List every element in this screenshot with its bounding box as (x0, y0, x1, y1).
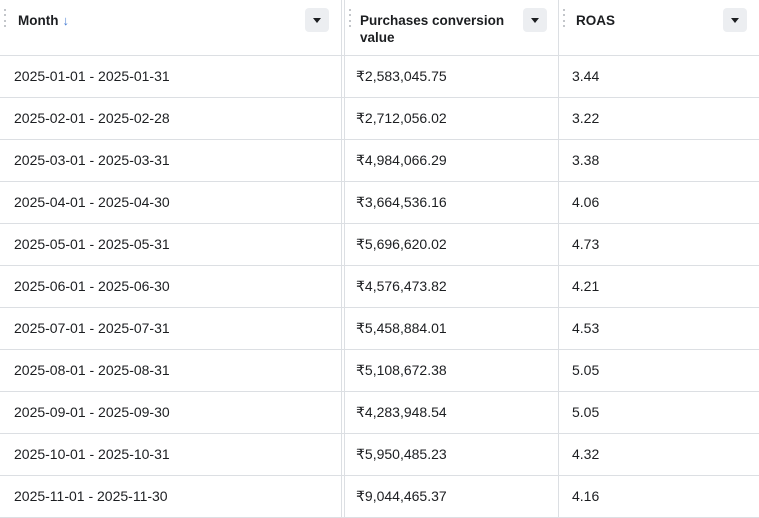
table-row[interactable]: 2025-03-01 - 2025-03-31 ₹4,984,066.29 3.… (0, 140, 759, 182)
cell-purchases-conversion-value: ₹5,108,672.38 (356, 362, 447, 378)
cell-month: 2025-08-01 - 2025-08-31 (14, 362, 170, 378)
cell-purchases-conversion-value: ₹2,583,045.75 (356, 68, 447, 84)
table-row[interactable]: 2025-10-01 - 2025-10-31 ₹5,950,485.23 4.… (0, 434, 759, 476)
sort-descending-icon[interactable]: ↓ (62, 13, 69, 28)
table-row[interactable]: 2025-02-01 - 2025-02-28 ₹2,712,056.02 3.… (0, 98, 759, 140)
cell-month: 2025-02-01 - 2025-02-28 (14, 110, 170, 126)
cell-month: 2025-04-01 - 2025-04-30 (14, 194, 170, 210)
column-header-label: Month (18, 13, 59, 28)
cell-month: 2025-06-01 - 2025-06-30 (14, 278, 170, 294)
cell-month: 2025-11-01 - 2025-11-30 (14, 488, 168, 504)
cell-purchases-conversion-value: ₹4,283,948.54 (356, 404, 447, 420)
cell-roas: 4.32 (572, 446, 600, 462)
column-divider (344, 0, 345, 518)
cell-roas: 4.21 (572, 278, 600, 294)
column-header-label: Purchases conversion value (360, 13, 505, 45)
table-row[interactable]: 2025-01-01 - 2025-01-31 ₹2,583,045.75 3.… (0, 56, 759, 98)
table-row[interactable]: 2025-11-01 - 2025-11-30 ₹9,044,465.37 4.… (0, 476, 759, 518)
cell-month: 2025-05-01 - 2025-05-31 (14, 236, 170, 252)
cell-roas: 3.22 (572, 110, 600, 126)
cell-purchases-conversion-value: ₹5,950,485.23 (356, 446, 447, 462)
table-row[interactable]: 2025-05-01 - 2025-05-31 ₹5,696,620.02 4.… (0, 224, 759, 266)
cell-roas: 3.38 (572, 152, 600, 168)
cell-roas: 4.06 (572, 194, 600, 210)
cell-purchases-conversion-value: ₹9,044,465.37 (356, 488, 447, 504)
cell-roas: 4.16 (572, 488, 600, 504)
cell-purchases-conversion-value: ₹4,576,473.82 (356, 278, 447, 294)
column-divider (341, 0, 342, 518)
column-header-purchases-conversion-value[interactable]: Purchases conversion value (345, 0, 558, 55)
cell-purchases-conversion-value: ₹2,712,056.02 (356, 110, 447, 126)
cell-month: 2025-01-01 - 2025-01-31 (14, 68, 170, 84)
column-resize-handle[interactable] (348, 9, 352, 27)
cell-month: 2025-10-01 - 2025-10-31 (14, 446, 170, 462)
column-menu-dropdown[interactable] (523, 8, 547, 32)
column-header-label: ROAS (576, 13, 616, 28)
cell-roas: 5.05 (572, 362, 600, 378)
column-menu-dropdown[interactable] (723, 8, 747, 32)
cell-month: 2025-03-01 - 2025-03-31 (14, 152, 170, 168)
cell-roas: 3.44 (572, 68, 600, 84)
table-row[interactable]: 2025-07-01 - 2025-07-31 ₹5,458,884.01 4.… (0, 308, 759, 350)
column-resize-handle[interactable] (562, 9, 566, 27)
cell-purchases-conversion-value: ₹3,664,536.16 (356, 194, 447, 210)
column-resize-handle[interactable] (3, 9, 7, 27)
cell-month: 2025-07-01 - 2025-07-31 (14, 320, 170, 336)
table-row[interactable]: 2025-04-01 - 2025-04-30 ₹3,664,536.16 4.… (0, 182, 759, 224)
column-header-month[interactable]: Month ↓ (0, 0, 342, 55)
column-divider (558, 0, 559, 518)
cell-purchases-conversion-value: ₹4,984,066.29 (356, 152, 447, 168)
cell-roas: 4.53 (572, 320, 600, 336)
column-header-roas[interactable]: ROAS (559, 0, 759, 55)
table-header: Month ↓ Purchases conversion value ROAS (0, 0, 759, 56)
cell-purchases-conversion-value: ₹5,696,620.02 (356, 236, 447, 252)
column-menu-dropdown[interactable] (305, 8, 329, 32)
cell-roas: 4.73 (572, 236, 600, 252)
cell-purchases-conversion-value: ₹5,458,884.01 (356, 320, 447, 336)
table-row[interactable]: 2025-06-01 - 2025-06-30 ₹4,576,473.82 4.… (0, 266, 759, 308)
table-row[interactable]: 2025-08-01 - 2025-08-31 ₹5,108,672.38 5.… (0, 350, 759, 392)
cell-month: 2025-09-01 - 2025-09-30 (14, 404, 170, 420)
table-row[interactable]: 2025-09-01 - 2025-09-30 ₹4,283,948.54 5.… (0, 392, 759, 434)
cell-roas: 5.05 (572, 404, 600, 420)
